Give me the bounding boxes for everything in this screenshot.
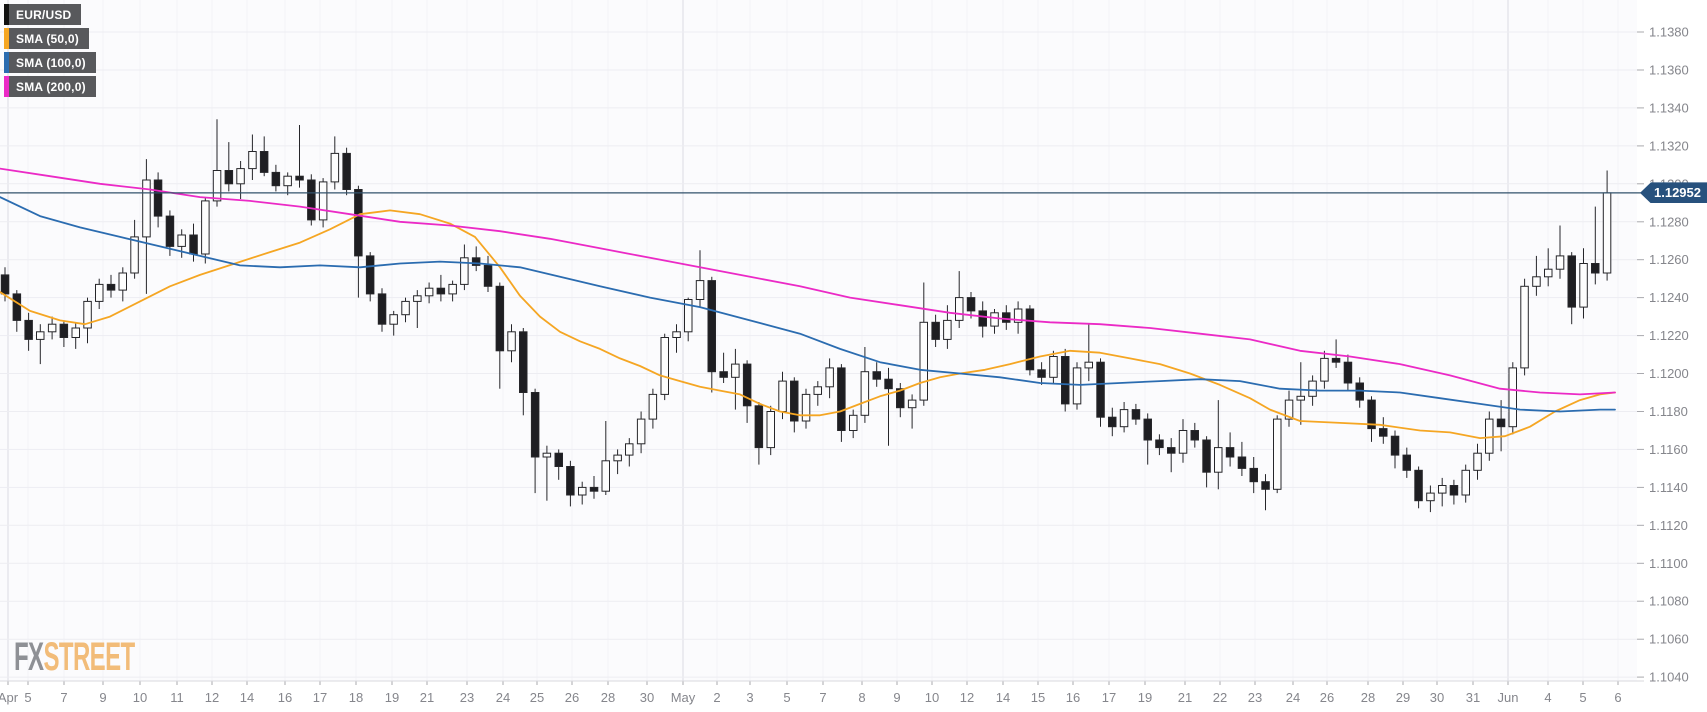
y-axis-label: 1.1180 [1649,404,1688,419]
fxstreet-logo-street: STREET [43,635,135,679]
x-axis-label: 23 [460,690,474,705]
x-axis-label: 23 [1248,690,1262,705]
legend-item-pair[interactable]: EUR/USD [4,4,82,25]
x-axis-label: 15 [1031,690,1045,705]
x-axis-label: 24 [496,690,510,705]
legend-item-sma200[interactable]: SMA (200,0) [4,76,96,97]
x-axis-label: 6 [1614,690,1621,705]
y-axis-label: 1.1080 [1649,594,1689,609]
sma100-label: SMA (100,0) [9,52,96,73]
y-axis-label: 1.1320 [1649,138,1689,153]
legend-item-sma100[interactable]: SMA (100,0) [4,52,96,73]
x-axis-label: 19 [385,690,399,705]
x-axis-label: 9 [99,690,106,705]
sma-50-line [0,209,1616,440]
fxstreet-logo-fx: FX [14,635,44,679]
candlestick-series [0,119,1612,513]
x-axis-label: 24 [1286,690,1300,705]
y-axis-label: 1.1040 [1649,670,1689,685]
x-axis-label: 28 [601,690,615,705]
chart-legend: EUR/USD SMA (50,0) SMA (100,0) SMA (200,… [4,4,96,97]
x-axis-label: 16 [1066,690,1080,705]
sma50-color-chip [4,28,9,49]
sma200-label: SMA (200,0) [9,76,96,97]
x-axis-label: 19 [1138,690,1152,705]
x-axis-label: 5 [783,690,790,705]
x-axis-label: 30 [640,690,654,705]
x-axis-label: 17 [313,690,327,705]
sma200-color-chip [4,76,9,97]
x-axis-label: 4 [1544,690,1551,705]
y-axis-label: 1.1060 [1649,632,1689,647]
x-axis-label: 17 [1102,690,1116,705]
x-axis-label: 25 [530,690,544,705]
fxstreet-logo: FXSTREET [14,635,135,680]
x-axis-label: May [671,690,696,705]
x-axis-label: 28 [1361,690,1375,705]
x-axis-label: 29 [1396,690,1410,705]
x-axis-label: 30 [1430,690,1444,705]
x-axis-label: 16 [278,690,292,705]
y-axis-label: 1.1100 [1649,556,1688,571]
x-axis-label: 14 [240,690,254,705]
pair-color-chip [4,4,9,25]
pair-label: EUR/USD [9,4,82,25]
sma-100-line [0,196,1616,413]
x-axis-label: Apr [0,690,19,705]
y-axis-label: 1.1200 [1649,366,1689,381]
sma50-label: SMA (50,0) [9,28,89,49]
x-axis-label: 2 [713,690,720,705]
y-axis-label: 1.1360 [1649,63,1689,78]
x-axis-label: 18 [349,690,363,705]
x-axis-label: 31 [1466,690,1480,705]
x-axis-label: 9 [893,690,900,705]
y-axis-label: 1.1120 [1649,518,1688,533]
x-axis-label: 14 [996,690,1010,705]
current-price-badge: 1.12952 [1640,182,1707,204]
x-axis-label: 12 [205,690,219,705]
sma-200-line [0,167,1616,396]
y-axis-label: 1.1280 [1649,214,1689,229]
y-axis-label: 1.1340 [1649,100,1689,115]
x-axis-label: 7 [819,690,826,705]
x-axis-label: 21 [420,690,434,705]
y-axis-label: 1.1220 [1649,328,1689,343]
x-axis-label: 5 [1579,690,1586,705]
x-axis-label: Jun [1498,690,1519,705]
x-axis-label: 5 [24,690,31,705]
sma100-color-chip [4,52,9,73]
x-axis-label: 10 [925,690,939,705]
x-axis-label: 21 [1178,690,1192,705]
x-axis-label: 22 [1213,690,1227,705]
x-axis-label: 11 [170,690,184,705]
y-axis-label: 1.1380 [1649,25,1689,40]
x-axis-label: 7 [60,690,67,705]
y-axis-label: 1.1160 [1649,442,1688,457]
y-axis-label: 1.1140 [1649,480,1688,495]
x-axis-label: 3 [746,690,753,705]
y-axis-label: 1.1260 [1649,252,1689,267]
x-axis-label: 8 [858,690,865,705]
x-axis-label: 12 [960,690,974,705]
y-axis-label: 1.1240 [1649,290,1689,305]
x-axis-label: 26 [1320,690,1334,705]
x-axis-label: 10 [133,690,147,705]
x-axis-label: 26 [565,690,579,705]
legend-item-sma50[interactable]: SMA (50,0) [4,28,89,49]
